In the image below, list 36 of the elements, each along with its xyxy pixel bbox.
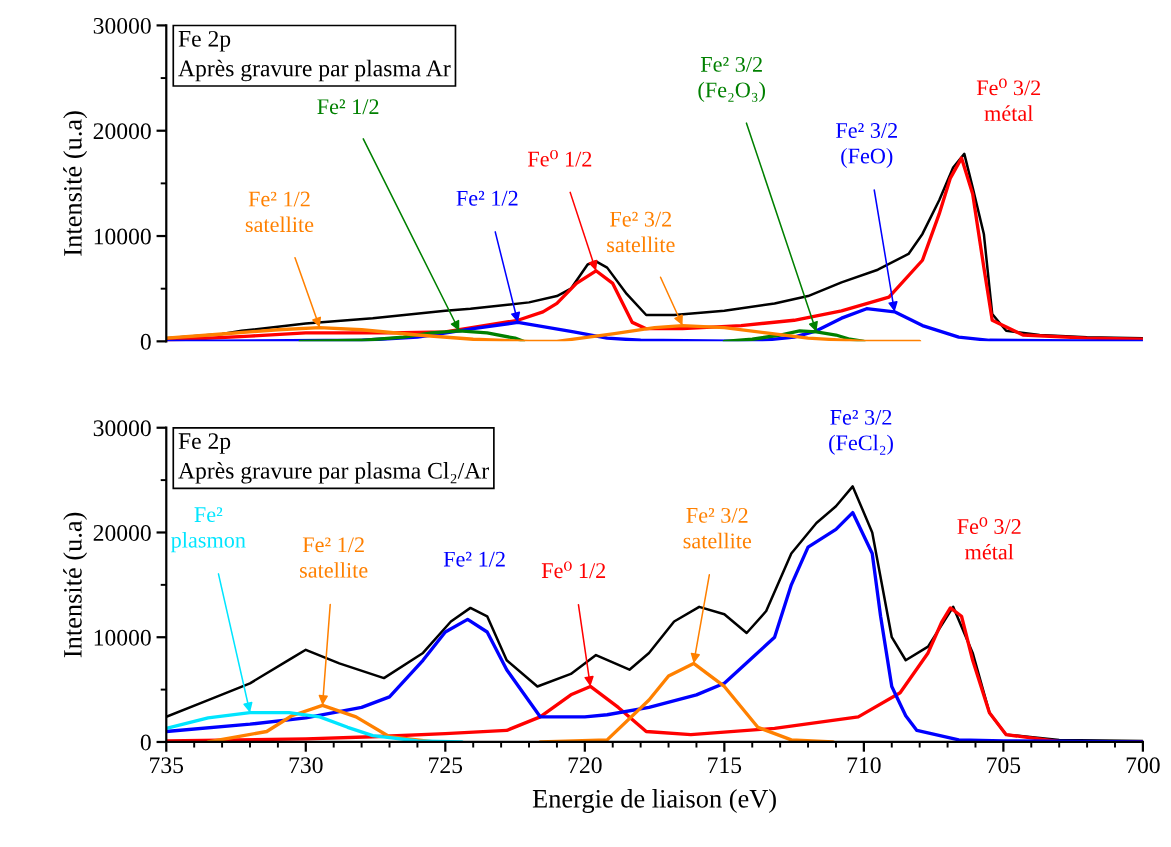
annotation: Fe² 1/2 satellite bbox=[245, 191, 314, 233]
annotation: Fe⁰ 3/2 métal bbox=[976, 78, 1041, 121]
annotation: Fe² 1/2 satellite bbox=[300, 537, 368, 578]
x-tick-label: 705 bbox=[987, 757, 1021, 774]
x-tick-label: 730 bbox=[289, 757, 323, 774]
y-tick-label: 30000 bbox=[93, 17, 151, 34]
annotation: Fe² 3/2 satellite bbox=[683, 507, 752, 549]
annotation: Fe² 3/2 satellite bbox=[607, 211, 675, 253]
y-tick-label: 0 bbox=[140, 333, 151, 350]
x-tick-label: 720 bbox=[568, 757, 602, 774]
annotation: Fe² 3/2 (Fe₂O₃) bbox=[698, 56, 766, 102]
x-tick-label: 725 bbox=[429, 757, 463, 774]
annotation: Fe² 1/2 bbox=[443, 551, 505, 567]
x-tick-label: 735 bbox=[150, 757, 184, 774]
x-tick-label: 710 bbox=[847, 757, 881, 774]
text: Fe 2p Après gravure par plasma Cl₂/Ar bbox=[178, 433, 489, 484]
annotation: Fe² plasmon bbox=[171, 507, 246, 553]
y-tick-label: 20000 bbox=[93, 123, 151, 140]
annotation: Fe⁰ 1/2 bbox=[541, 561, 606, 579]
y-tick-label: 0 bbox=[140, 734, 151, 751]
y-tick-label: 10000 bbox=[94, 228, 151, 245]
y-axis-title: Intensité (u.a) bbox=[63, 512, 88, 658]
annotation: Fe⁰ 3/2 métal bbox=[957, 517, 1021, 560]
annotation: Fe² 1/2 bbox=[317, 99, 379, 115]
x-axis-title: Energie de liaison (eV) bbox=[532, 789, 776, 814]
y-tick-label: 10000 bbox=[94, 629, 151, 646]
y-tick-label: 30000 bbox=[93, 420, 151, 437]
y-tick-label: 20000 bbox=[93, 524, 151, 541]
text: Fe 2p Après gravure par plasma Ar bbox=[178, 30, 451, 82]
x-tick-label: 715 bbox=[708, 757, 742, 774]
y-axis-title: Intensité (u.a) bbox=[63, 111, 88, 256]
annotation: Fe⁰ 1/2 bbox=[527, 149, 592, 167]
annotation: Fe² 3/2 (FeO) bbox=[836, 123, 897, 169]
annotation: Fe² 1/2 bbox=[456, 190, 518, 206]
x-tick-label: 700 bbox=[1126, 757, 1160, 774]
annotation: Fe² 3/2 (FeCl₂) bbox=[829, 409, 893, 455]
